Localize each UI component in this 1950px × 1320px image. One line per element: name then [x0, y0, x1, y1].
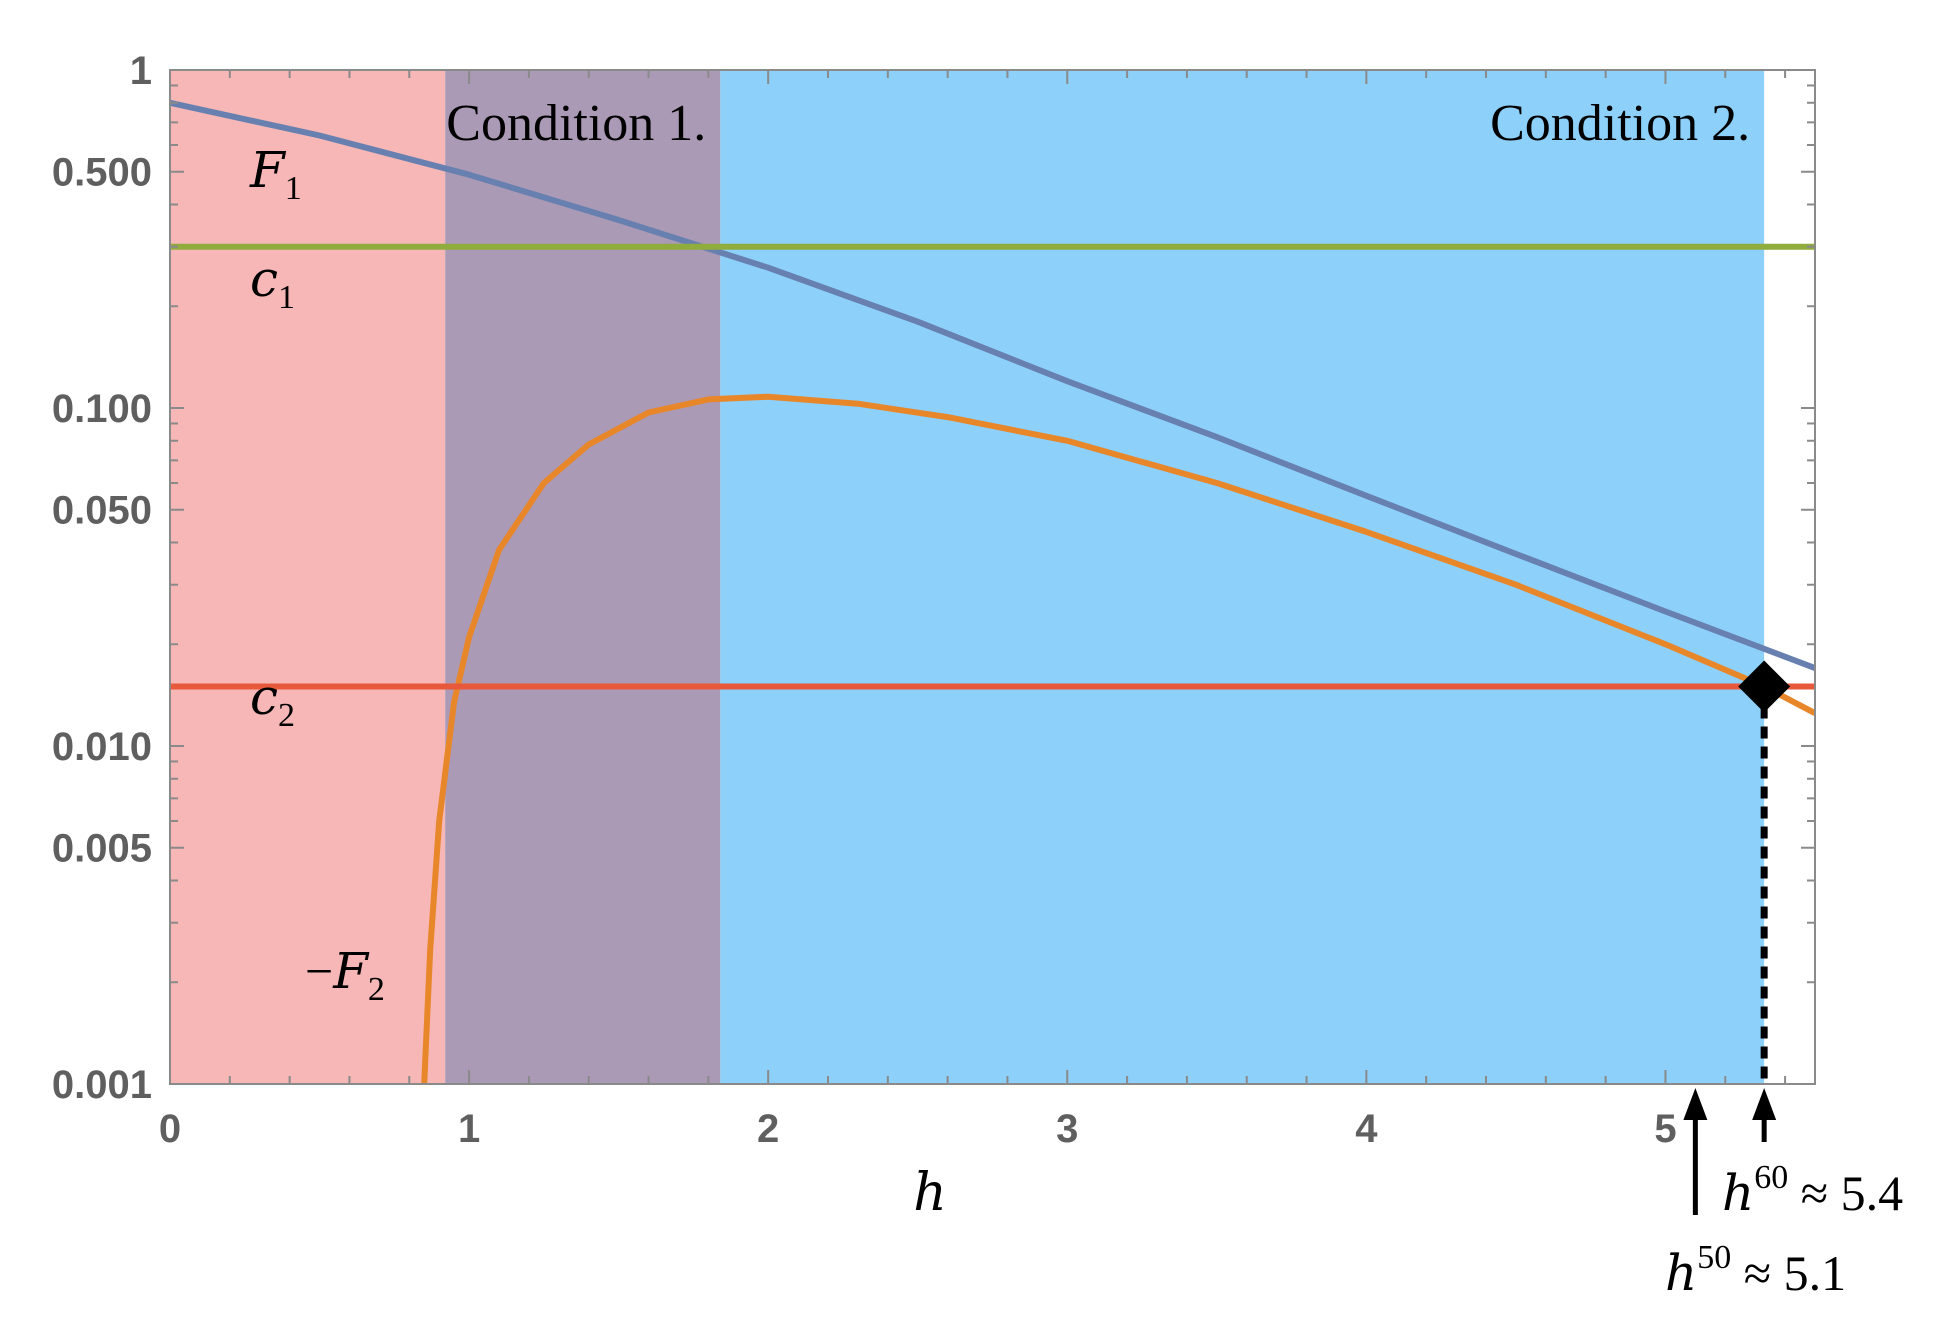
overlay — [1683, 660, 1791, 1215]
x-axis-label: h — [913, 1163, 947, 1223]
x-tick-label: 2 — [757, 1107, 779, 1151]
annotation-arrow-head-2 — [1683, 1088, 1708, 1120]
y-tick-label: 0.050 — [52, 489, 152, 533]
series-label-4: c2 — [250, 668, 295, 734]
region-label-3: Condition 2. — [1490, 95, 1750, 152]
annotation-label-1: h60 ≈ 5.4 — [1722, 1159, 1903, 1222]
y-tick-label: 0.100 — [52, 387, 152, 431]
annotation-label-2: h50 ≈ 5.1 — [1665, 1239, 1846, 1302]
x-tick-label: 4 — [1355, 1107, 1378, 1151]
y-tick-label: 1 — [130, 49, 152, 93]
x-tick-label: 3 — [1056, 1107, 1078, 1151]
series-line-1 — [170, 99, 1815, 671]
series-lines — [170, 99, 1815, 1084]
plot-frame — [169, 69, 1816, 1085]
series-label-1: F1 — [249, 141, 302, 207]
region-2 — [445, 70, 721, 1084]
region-1 — [170, 70, 446, 1084]
y-tick-label: 0.500 — [52, 151, 152, 195]
x-tick-label: 1 — [458, 1107, 480, 1151]
series-label-2: −F2 — [305, 942, 385, 1008]
x-tick-label: 0 — [159, 1107, 181, 1151]
y-tick-label: 0.010 — [52, 725, 152, 769]
series-label-3: c1 — [250, 250, 295, 316]
series-line-2 — [421, 393, 1815, 1084]
annotation-arrow-head-1 — [1752, 1088, 1777, 1120]
y-tick-label: 0.001 — [52, 1063, 152, 1107]
region-label-2: Condition 1. — [446, 95, 706, 152]
y-tick-label: 0.005 — [52, 827, 152, 871]
shaded-regions — [170, 70, 1765, 1084]
intersection-marker — [1738, 660, 1791, 713]
labels: Condition 1. Condition 2. 0 1 2 3 4 5 1 0.500 0.10… — [52, 49, 1903, 1302]
x-tick-label: 5 — [1654, 1107, 1676, 1151]
region-3 — [720, 70, 1765, 1084]
